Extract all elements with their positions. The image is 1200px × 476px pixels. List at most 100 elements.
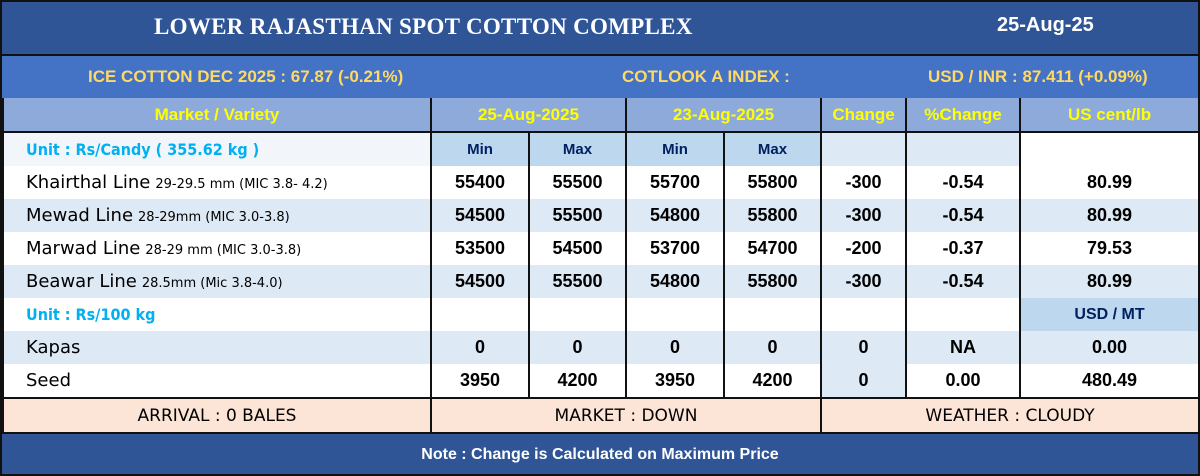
header-market: Market / Variety [2,98,432,133]
cell-min1: 53500 [430,232,530,265]
cell-min2: 54800 [625,199,726,232]
cell-pct: -0.37 [905,232,1022,265]
cell-min2: 54800 [625,265,726,298]
cotlook-index: COTLOOK A INDEX : [622,67,790,86]
cell-min1: 54500 [430,199,530,232]
cell-pct: -0.54 [905,166,1022,199]
cell-min2: 55700 [625,166,726,199]
empty-cell [820,132,908,166]
cell-change: -200 [820,232,908,265]
header-date1: 25-Aug-2025 [429,98,628,133]
arrival: ARRIVAL : 0 BALES [2,397,432,432]
cell-max2: 54700 [723,232,823,265]
table-row: Seed 3950 4200 3950 4200 0 0.00 480.49 [2,364,1198,398]
unit-100kg: Unit : Rs/100 kg [2,298,432,331]
ice-cotton: ICE COTTON DEC 2025 : 67.87 (-0.21%) [88,67,404,86]
max-header: Max [527,132,628,166]
ticker-bar: ICE COTTON DEC 2025 : 67.87 (-0.21%) COT… [2,56,1198,98]
variety-spec: 28-29 mm (MIC 3.0-3.8) [145,243,302,258]
empty-cell [430,298,530,331]
usd-mt-header: USD / MT [1019,298,1198,331]
cell-us: 80.99 [1019,199,1198,232]
variety-spec: 29-29.5 mm (MIC 3.8- 4.2) [155,177,328,192]
cell-max2: 55800 [723,265,823,298]
cell-pct: -0.54 [905,265,1022,298]
cell-change: -300 [820,166,908,199]
cell-max2: 55800 [723,199,823,232]
cell-min1: 54500 [430,265,530,298]
cell-max1: 55500 [527,199,628,232]
cell-max2: 55800 [723,166,823,199]
max-header: Max [723,132,823,166]
cell-us: 80.99 [1019,166,1198,199]
variety-spec: 28.5mm (Mic 3.8-4.0) [141,276,283,291]
cell-min1: 0 [430,331,530,364]
variety-name: Beawar Line [26,271,137,292]
subheader-row: Unit : Rs/Candy ( 355.62 kg ) Min Max Mi… [2,132,1198,166]
empty-cell [1019,132,1198,166]
cell-pct: NA [905,331,1022,364]
cell-max1: 55500 [527,166,628,199]
variety-spec: 28-29mm (MIC 3.0-3.8) [138,210,290,225]
cell-us: 0.00 [1019,331,1198,364]
price-table: Market / Variety 25-Aug-2025 23-Aug-2025… [2,98,1198,432]
empty-cell [625,298,726,331]
min-header: Min [625,132,726,166]
variety-name: Marwad Line [26,238,141,259]
cell-max1: 4200 [527,364,628,398]
variety-name: Seed [26,370,71,391]
title-bar: LOWER RAJASTHAN SPOT COTTON COMPLEX 25-A… [2,2,1198,54]
variety-name: Mewad Line [26,205,134,226]
cell-us: 80.99 [1019,265,1198,298]
cell-min2: 0 [625,331,726,364]
cell-change: 0 [820,364,908,398]
empty-cell [820,298,908,331]
cell-us: 79.53 [1019,232,1198,265]
cell-min2: 53700 [625,232,726,265]
variety: Mewad Line 28-29mm (MIC 3.0-3.8) [2,199,432,232]
cell-us: 480.49 [1019,364,1198,398]
cell-max2: 4200 [723,364,823,398]
variety: Kapas [2,331,432,364]
header-us: US cent/lb [1019,98,1198,133]
min-header: Min [430,132,530,166]
cell-change: 0 [820,331,908,364]
market-status: MARKET : DOWN [429,397,823,432]
unit-row: Unit : Rs/100 kg USD / MT [2,298,1198,331]
header-date2: 23-Aug-2025 [625,98,823,133]
variety-name: Kapas [26,337,81,358]
cell-max1: 54500 [527,232,628,265]
cell-change: -300 [820,265,908,298]
page-title: LOWER RAJASTHAN SPOT COTTON COMPLEX [154,14,693,39]
cell-min2: 3950 [625,364,726,398]
header-pct: %Change [905,98,1022,133]
variety-name: Khairthal Line [26,172,151,193]
table-row: Beawar Line 28.5mm (Mic 3.8-4.0) 54500 555… [2,265,1198,298]
empty-cell [905,298,1022,331]
table-row: Khairthal Line 29-29.5 mm (MIC 3.8- 4.2)… [2,166,1198,199]
unit-candy: Unit : Rs/Candy ( 355.62 kg ) [2,132,432,166]
weather: WEATHER : CLOUDY [820,397,1198,432]
cell-max2: 0 [723,331,823,364]
table-row: Kapas 0 0 0 0 0 NA 0.00 [2,331,1198,364]
header-row: Market / Variety 25-Aug-2025 23-Aug-2025… [2,98,1198,133]
table-row: Mewad Line 28-29mm (MIC 3.0-3.8) 54500 555… [2,199,1198,232]
usd-inr: USD / INR : 87.411 (+0.09%) [928,67,1148,86]
variety: Marwad Line 28-29 mm (MIC 3.0-3.8) [2,232,432,265]
empty-cell [723,298,823,331]
footer-row: ARRIVAL : 0 BALES MARKET : DOWN WEATHER … [2,397,1198,432]
report-date: 25-Aug-25 [997,14,1094,36]
empty-cell [527,298,628,331]
cell-pct: 0.00 [905,364,1022,398]
cell-max1: 0 [527,331,628,364]
cell-change: -300 [820,199,908,232]
variety: Seed [2,364,432,398]
variety: Beawar Line 28.5mm (Mic 3.8-4.0) [2,265,432,298]
cell-max1: 55500 [527,265,628,298]
table-row: Marwad Line 28-29 mm (MIC 3.0-3.8) 53500 5… [2,232,1198,265]
cell-min1: 3950 [430,364,530,398]
note-bar: Note : Change is Calculated on Maximum P… [2,434,1198,474]
cell-pct: -0.54 [905,199,1022,232]
header-change: Change [820,98,908,133]
